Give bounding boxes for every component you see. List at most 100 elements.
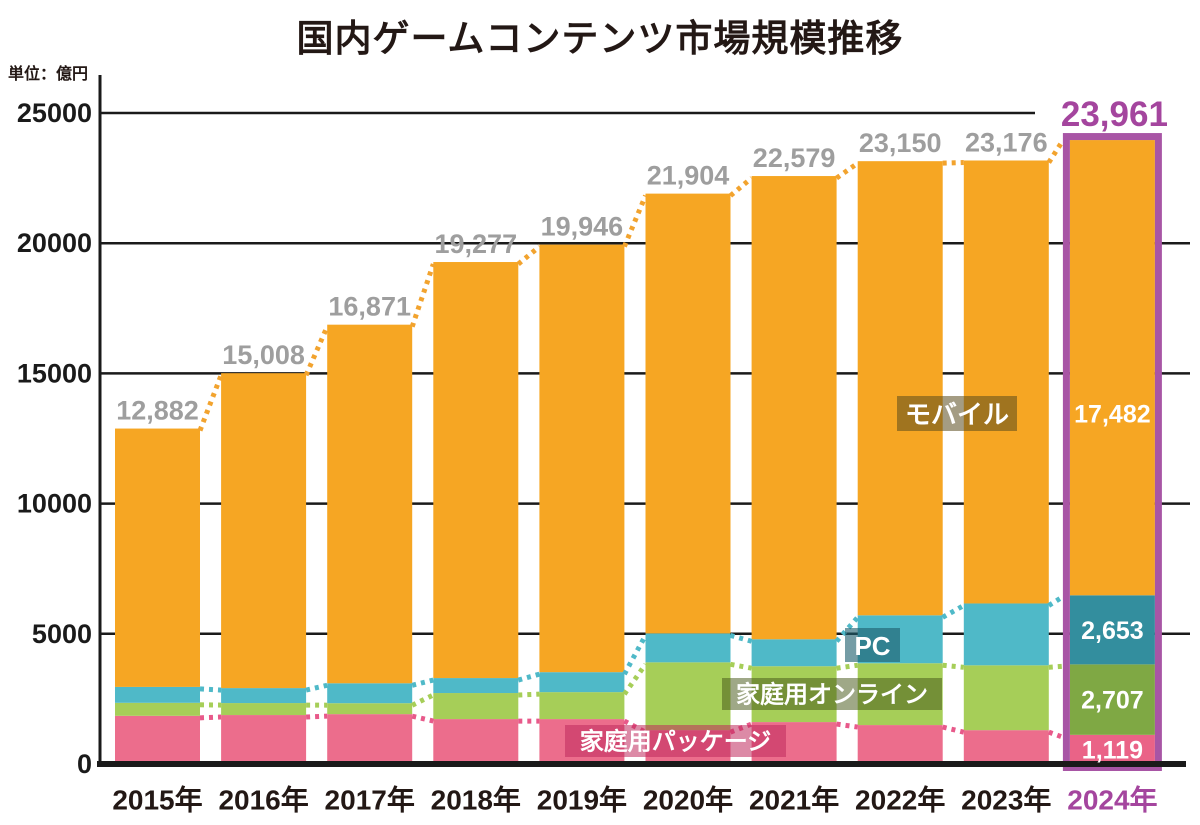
bar-segment-PC bbox=[115, 686, 200, 703]
total-label: 23,176 bbox=[965, 127, 1048, 157]
unit-label: 単位：億円 bbox=[8, 66, 89, 83]
y-tick-label: 5000 bbox=[32, 619, 92, 649]
bar-segment-PC bbox=[221, 688, 307, 704]
trend-dotted-line bbox=[942, 724, 965, 735]
bar-segment-家庭用オンライン bbox=[115, 702, 200, 716]
bar-segment-モバイル bbox=[115, 428, 200, 687]
trend-dotted-line bbox=[730, 661, 753, 671]
legend-badge-bg bbox=[722, 678, 942, 710]
highlight-box-2024 bbox=[1062, 133, 1162, 772]
bar-segment-モバイル bbox=[751, 176, 837, 640]
bar-segment-家庭用パッケージ bbox=[327, 714, 413, 764]
bar-segment-PC bbox=[1069, 595, 1155, 665]
legend-badge-label: 家庭用パッケージ bbox=[580, 728, 772, 756]
bar-segment-家庭用パッケージ bbox=[1069, 734, 1155, 764]
trend-dotted-line bbox=[305, 713, 328, 720]
trend-dotted-line bbox=[411, 677, 434, 688]
trend-dotted-line bbox=[728, 176, 754, 198]
bar-segment-家庭用オンライン bbox=[645, 662, 731, 731]
y-tick-label: 10000 bbox=[17, 489, 92, 519]
bar-segment-PC bbox=[645, 633, 731, 663]
y-tick-label: 0 bbox=[77, 749, 92, 779]
bar-segment-PC bbox=[963, 603, 1049, 666]
bar-segment-家庭用パッケージ bbox=[857, 725, 943, 764]
legend-badge-bg bbox=[845, 628, 900, 662]
bar-segment-モバイル bbox=[1069, 140, 1155, 596]
bar-segment-モバイル bbox=[645, 193, 731, 634]
bar-segment-家庭用パッケージ bbox=[221, 715, 307, 764]
trend-dotted-line bbox=[305, 682, 328, 693]
x-tick-label: 2021年 bbox=[749, 784, 839, 816]
bar-segment-家庭用オンライン bbox=[433, 693, 519, 720]
trend-dotted-line bbox=[941, 603, 966, 620]
total-label: 19,946 bbox=[541, 212, 624, 242]
trend-dotted-line bbox=[942, 159, 964, 166]
segment-value-label: 1,119 bbox=[1082, 736, 1143, 764]
segment-value-label: 17,482 bbox=[1074, 401, 1150, 429]
total-label: 16,871 bbox=[328, 292, 411, 322]
bar-segment-モバイル bbox=[963, 160, 1049, 604]
trend-dotted-line bbox=[1047, 729, 1063, 740]
x-tick-label: 2017年 bbox=[325, 784, 415, 816]
legend-badge-label: PC bbox=[854, 631, 890, 661]
trend-dotted-line bbox=[836, 721, 859, 730]
bar-segment-家庭用オンライン bbox=[327, 703, 413, 715]
total-label: 23,150 bbox=[859, 128, 942, 158]
y-tick-label: 20000 bbox=[17, 228, 92, 258]
trend-dotted-line bbox=[942, 662, 965, 670]
trend-dotted-line bbox=[729, 633, 753, 644]
bar-segment-家庭用パッケージ bbox=[433, 719, 519, 764]
x-tick-label: 2023年 bbox=[961, 784, 1051, 816]
bar-segment-PC bbox=[751, 639, 837, 667]
trend-dotted-line bbox=[835, 161, 860, 181]
trend-dotted-line bbox=[199, 714, 222, 721]
bar-segment-モバイル bbox=[221, 373, 307, 689]
bar-segment-PC bbox=[433, 678, 519, 694]
trend-dotted-line bbox=[836, 662, 859, 671]
x-tick-label: 2015年 bbox=[112, 784, 202, 816]
y-axis-line bbox=[98, 75, 102, 767]
total-label: 21,904 bbox=[647, 161, 730, 191]
trend-dotted-line bbox=[411, 713, 434, 724]
trend-dotted-line bbox=[303, 325, 330, 377]
legend-badge-label: モバイル bbox=[905, 400, 1009, 430]
trend-dotted-line bbox=[517, 671, 541, 683]
trend-dotted-line bbox=[622, 634, 648, 676]
trend-dotted-line bbox=[1046, 140, 1065, 164]
y-tick-label: 15000 bbox=[17, 358, 92, 388]
bar-segment-家庭用オンライン bbox=[1069, 664, 1155, 735]
trend-dotted-line bbox=[518, 691, 540, 698]
legend-badge-bg bbox=[565, 725, 786, 757]
trend-dotted-line bbox=[1048, 663, 1063, 670]
trend-dotted-line bbox=[516, 244, 541, 266]
bar-segment-PC bbox=[539, 672, 625, 693]
total-label: 19,277 bbox=[435, 229, 518, 259]
segment-value-label: 2,707 bbox=[1081, 687, 1144, 715]
x-tick-label: 2024年 bbox=[1067, 784, 1157, 816]
trend-dotted-line bbox=[409, 263, 436, 328]
x-tick-label: 2018年 bbox=[431, 784, 521, 816]
total-label: 12,882 bbox=[116, 396, 199, 426]
segment-value-label: 2,653 bbox=[1081, 617, 1144, 645]
bar-segment-PC bbox=[327, 683, 413, 704]
x-axis-line bbox=[97, 761, 1186, 767]
trend-dotted-line bbox=[622, 194, 648, 248]
bar-segment-家庭用オンライン bbox=[963, 665, 1049, 731]
chart-title: 国内ゲームコンテンツ市場規模推移 bbox=[296, 18, 904, 59]
x-tick-label: 2019年 bbox=[537, 784, 627, 816]
bar-segment-家庭用パッケージ bbox=[115, 715, 200, 764]
bar-segment-家庭用オンライン bbox=[539, 692, 625, 720]
trend-dotted-line bbox=[199, 686, 222, 693]
bar-segment-モバイル bbox=[327, 324, 413, 684]
total-label-2024: 23,961 bbox=[1061, 95, 1168, 134]
trend-dotted-line bbox=[411, 692, 435, 708]
bar-segment-家庭用オンライン bbox=[221, 703, 307, 716]
legend-badge-label: 家庭用オンライン bbox=[736, 681, 928, 709]
trend-dotted-line bbox=[1047, 595, 1064, 608]
bar-segment-家庭用パッケージ bbox=[963, 730, 1049, 764]
bar-segment-モバイル bbox=[857, 161, 943, 616]
x-tick-label: 2016年 bbox=[218, 784, 308, 816]
total-label: 22,579 bbox=[753, 143, 836, 173]
